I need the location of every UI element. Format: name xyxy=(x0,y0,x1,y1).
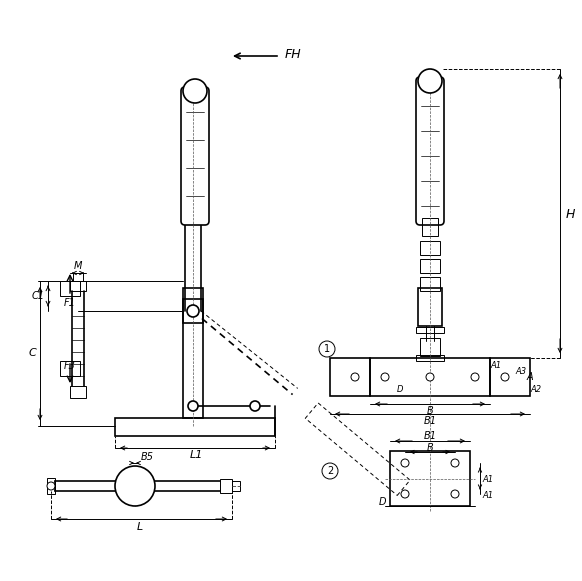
Circle shape xyxy=(47,482,55,490)
Circle shape xyxy=(381,373,389,381)
Circle shape xyxy=(319,341,335,357)
Bar xyxy=(420,338,440,356)
Bar xyxy=(232,481,240,491)
Bar xyxy=(416,327,444,333)
Bar xyxy=(490,358,530,396)
Circle shape xyxy=(188,401,198,411)
Bar xyxy=(420,259,440,273)
Text: M: M xyxy=(74,261,82,271)
Text: F3: F3 xyxy=(64,361,76,371)
Circle shape xyxy=(426,373,434,381)
Circle shape xyxy=(401,459,409,467)
Circle shape xyxy=(401,490,409,498)
Text: C1: C1 xyxy=(31,291,44,301)
Text: FH: FH xyxy=(285,48,301,60)
Text: B: B xyxy=(427,406,434,416)
Text: B1: B1 xyxy=(424,431,436,441)
Bar xyxy=(115,418,275,436)
Bar xyxy=(183,288,203,418)
Text: D: D xyxy=(397,386,403,394)
Bar xyxy=(422,218,438,236)
Text: A2: A2 xyxy=(530,385,542,393)
Circle shape xyxy=(501,373,509,381)
Circle shape xyxy=(115,466,155,506)
Circle shape xyxy=(183,79,207,103)
Bar xyxy=(60,281,80,296)
Circle shape xyxy=(250,401,260,411)
Text: A1: A1 xyxy=(491,360,502,370)
Circle shape xyxy=(451,459,459,467)
Text: F1: F1 xyxy=(64,298,76,308)
Bar xyxy=(70,281,86,291)
Text: 2: 2 xyxy=(327,466,333,476)
Bar xyxy=(70,386,86,398)
Text: A1: A1 xyxy=(482,492,494,500)
Bar xyxy=(390,451,470,506)
Text: L: L xyxy=(137,522,143,532)
Text: 1: 1 xyxy=(324,344,330,354)
Circle shape xyxy=(418,69,442,93)
Bar xyxy=(183,299,203,323)
Circle shape xyxy=(451,490,459,498)
Circle shape xyxy=(471,373,479,381)
Text: A1: A1 xyxy=(482,475,494,483)
Bar xyxy=(60,361,80,376)
Text: B5: B5 xyxy=(140,452,154,462)
Text: C: C xyxy=(28,348,36,358)
Bar xyxy=(420,241,440,255)
Bar xyxy=(47,478,55,494)
Bar xyxy=(418,288,442,326)
Text: B: B xyxy=(427,443,434,453)
Text: B1: B1 xyxy=(424,416,436,426)
Bar xyxy=(220,479,232,493)
FancyBboxPatch shape xyxy=(416,77,444,225)
Bar xyxy=(73,273,83,281)
Bar xyxy=(370,358,490,396)
Text: D: D xyxy=(378,497,386,507)
Circle shape xyxy=(187,305,199,317)
Bar xyxy=(420,277,440,291)
Circle shape xyxy=(322,463,338,479)
Text: H: H xyxy=(565,207,574,221)
Text: L1: L1 xyxy=(189,450,203,460)
Bar xyxy=(416,355,444,361)
Text: A3: A3 xyxy=(516,367,527,375)
FancyBboxPatch shape xyxy=(181,87,209,225)
Bar xyxy=(330,358,370,396)
Text: A: A xyxy=(527,372,533,382)
Circle shape xyxy=(351,373,359,381)
